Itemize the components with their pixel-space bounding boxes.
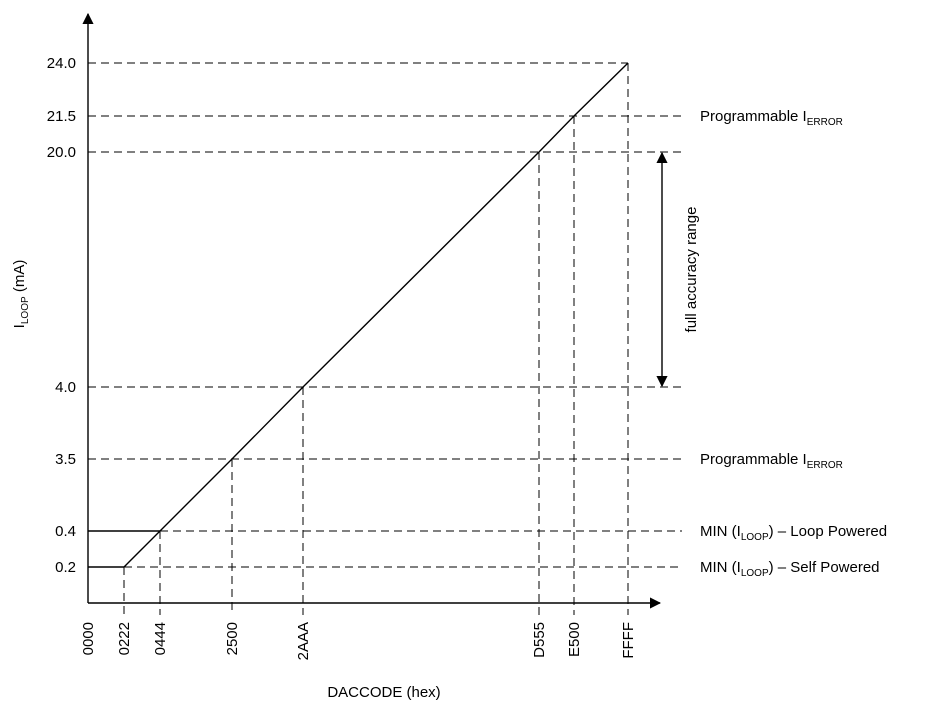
annotation-label: Programmable IERROR [700,451,843,471]
annotation-label-main: MIN (I [700,523,741,540]
y-axis-title: ILOOP (mA) [11,260,31,329]
annotation-label-sub: ERROR [807,117,843,128]
y-axis-title-main: I [11,324,28,328]
x-axis-title: DACCODE (hex) [327,684,440,701]
annotation-label-main: MIN (I [700,559,741,576]
axes [82,12,662,609]
annotation-label: Programmable IERROR [700,108,843,128]
annotation-label-main: Programmable I [700,108,807,125]
annotation-label: MIN (ILOOP) – Self Powered [700,559,880,579]
full-accuracy-range: full accuracy range [656,151,700,388]
x-tick-labels: 0000 0222 0444 2500 2AAA D555 E500 FFFF [80,622,637,660]
y-tick-label: 0.4 [55,523,76,540]
y-axis-title-sub: LOOP [20,296,31,324]
x-tick-label: 0222 [116,622,133,655]
y-tick-label: 21.5 [47,108,76,125]
annotation-label-sub: LOOP [741,568,769,579]
y-tick-label: 24.0 [47,55,76,72]
y-tick-label: 4.0 [55,379,76,396]
y-tick-label: 0.2 [55,559,76,576]
annotation-label-main: Programmable I [700,451,807,468]
y-axis-title-rest: (mA) [11,260,28,297]
annotation-label-rest: ) – Loop Powered [769,523,887,540]
annotation-label: MIN (ILOOP) – Loop Powered [700,523,887,543]
reference-lines [88,62,682,615]
x-tick-label: FFFF [620,622,637,659]
annotation-label-rest: ) – Self Powered [769,559,880,576]
x-tick-label: 2500 [224,622,241,655]
y-tick-labels: 0.2 0.4 3.5 4.0 20.0 21.5 24.0 [47,55,76,576]
x-tick-label: 2AAA [295,622,312,660]
x-tick-label: D555 [531,622,548,658]
x-tick-label: E500 [566,622,583,657]
transfer-curve-line [88,62,629,568]
y-tick-label: 20.0 [47,144,76,161]
annotation-label-sub: LOOP [741,532,769,543]
range-label: full accuracy range [683,207,700,333]
x-tick-label: 0444 [152,622,169,655]
y-tick-label: 3.5 [55,451,76,468]
annotation-label-sub: ERROR [807,460,843,471]
x-tick-label: 0000 [80,622,97,655]
series-layer [88,62,629,568]
